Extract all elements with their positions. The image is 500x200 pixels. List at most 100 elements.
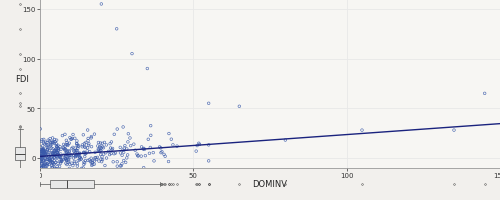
Y-axis label: FDI: FDI	[14, 75, 28, 84]
X-axis label: DOMINV: DOMINV	[252, 179, 288, 188]
Point	[40, 169, 48, 172]
Point	[81, 155, 89, 158]
Point	[146, 124, 154, 128]
Point	[65, 149, 73, 153]
Point	[38, 149, 46, 152]
Point	[46, 161, 54, 165]
Point	[40, 169, 48, 173]
Point	[53, 165, 61, 168]
Point	[36, 128, 44, 131]
Point	[50, 149, 58, 153]
Point	[100, 146, 108, 150]
Point	[64, 161, 72, 164]
Point	[44, 158, 52, 161]
Point	[84, 147, 92, 150]
Point	[38, 155, 46, 158]
Point	[112, 28, 120, 31]
Point	[150, 151, 158, 154]
Point	[77, 158, 85, 161]
Point	[36, 152, 44, 155]
Point	[71, 152, 79, 156]
Point	[156, 146, 164, 149]
Point	[104, 150, 112, 153]
Point	[120, 170, 128, 173]
Point	[80, 161, 88, 164]
Point	[62, 152, 70, 155]
Point	[106, 142, 114, 146]
Point	[89, 163, 97, 166]
Point	[38, 170, 46, 173]
Point	[66, 156, 74, 160]
Point	[73, 140, 81, 143]
Point	[80, 151, 88, 154]
Point	[74, 162, 82, 165]
Point	[80, 134, 88, 137]
Point	[42, 141, 50, 144]
Point	[90, 160, 98, 163]
Point	[102, 144, 110, 147]
Point	[50, 168, 58, 171]
Point	[46, 158, 54, 161]
Point	[40, 159, 48, 162]
Point	[80, 145, 88, 149]
Point	[66, 167, 74, 170]
Point	[50, 156, 58, 159]
Point	[42, 158, 50, 162]
Point	[62, 158, 70, 161]
Point	[72, 171, 80, 174]
Point	[40, 163, 48, 166]
Point	[38, 140, 46, 143]
Point	[120, 147, 128, 150]
Point	[50, 154, 58, 157]
Point	[49, 162, 57, 165]
Point	[50, 150, 58, 153]
Point	[56, 162, 64, 165]
Point	[100, 141, 108, 144]
Point	[38, 167, 46, 170]
Point	[90, 133, 98, 136]
Point	[158, 150, 166, 154]
Point	[82, 159, 90, 162]
Point	[57, 148, 65, 151]
Point	[38, 166, 46, 169]
Point	[123, 148, 131, 151]
Point	[80, 163, 88, 166]
Point	[98, 155, 106, 159]
Point	[157, 151, 165, 154]
Point	[48, 158, 56, 161]
Point	[50, 167, 58, 170]
Point	[56, 156, 64, 159]
Point	[51, 152, 59, 155]
Point	[61, 156, 69, 160]
Point	[52, 155, 60, 158]
Point	[38, 163, 46, 166]
Point	[42, 152, 50, 155]
Point	[38, 166, 46, 169]
Point	[81, 152, 89, 156]
Point	[63, 159, 71, 162]
Point	[196, 143, 203, 146]
Point	[46, 159, 54, 162]
Point	[76, 155, 84, 158]
Point	[47, 160, 55, 163]
Point	[73, 144, 81, 147]
Point	[76, 158, 84, 162]
Point	[56, 165, 64, 168]
Point	[142, 154, 150, 157]
Point	[38, 149, 46, 153]
Point	[92, 156, 100, 160]
Point	[39, 149, 47, 152]
Point	[68, 138, 76, 141]
Point	[36, 153, 44, 157]
Point	[46, 174, 54, 177]
Point	[42, 167, 50, 170]
Point	[36, 146, 44, 149]
Point	[49, 152, 57, 155]
Point	[78, 167, 86, 170]
Point	[65, 154, 73, 157]
Point	[40, 138, 48, 141]
Point	[36, 159, 44, 162]
Point	[74, 165, 82, 168]
Point	[87, 157, 95, 160]
Point	[48, 141, 56, 144]
